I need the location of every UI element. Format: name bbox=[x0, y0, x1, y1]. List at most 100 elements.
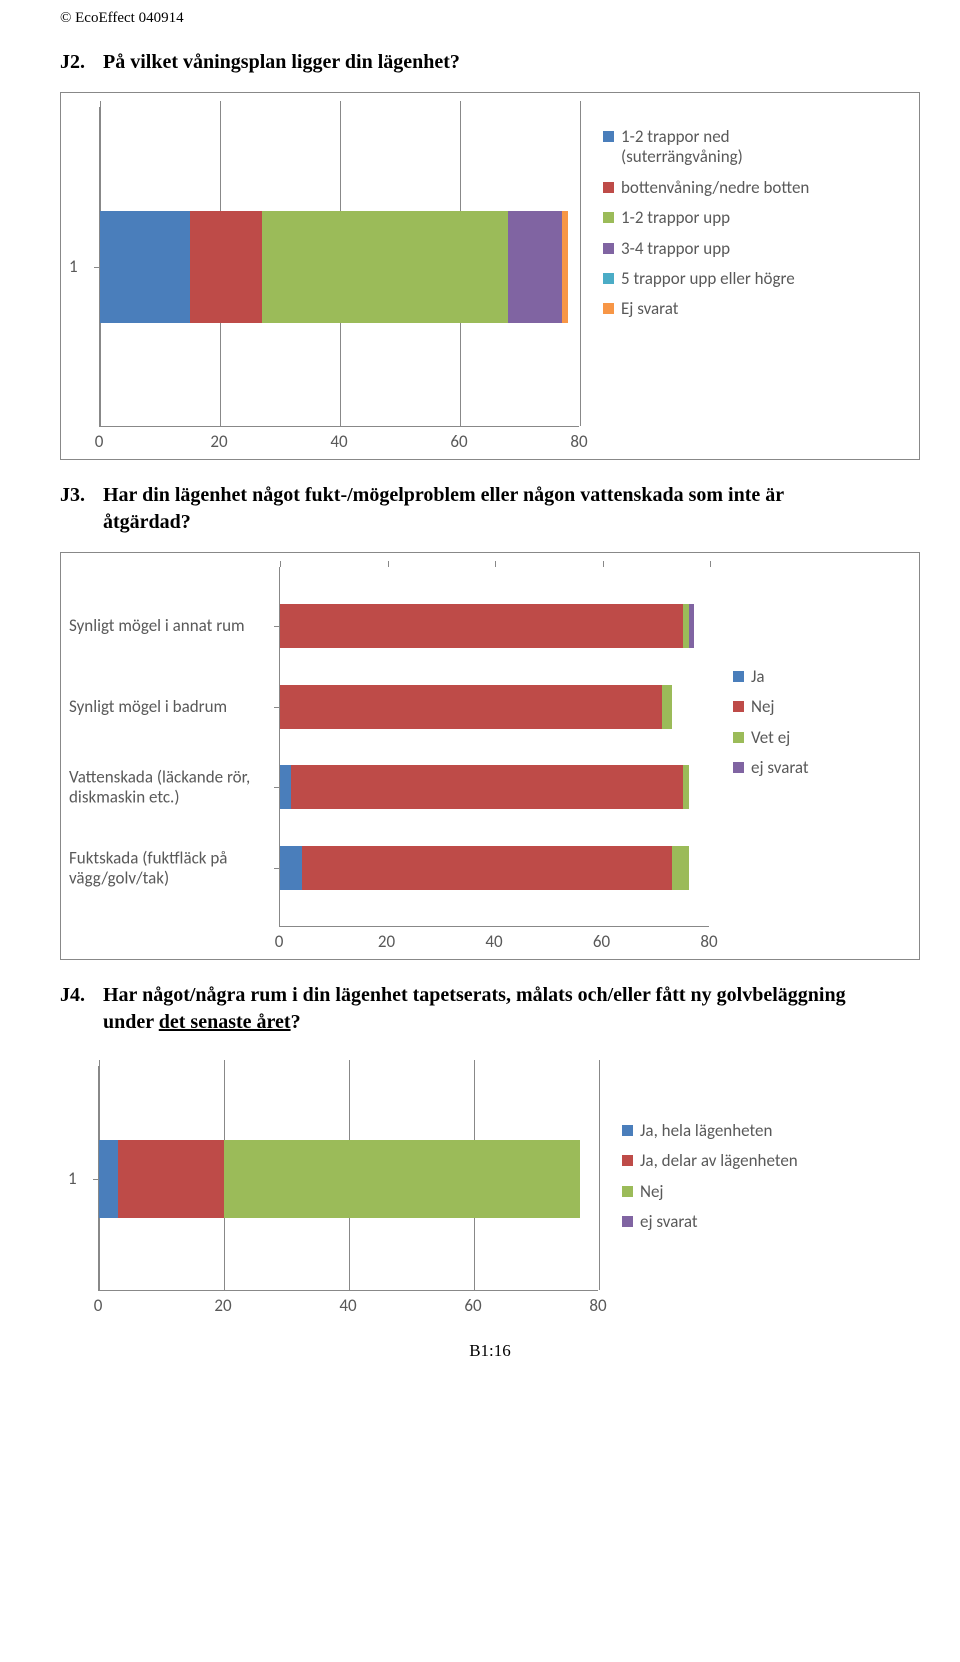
legend-label: ej svarat bbox=[751, 758, 809, 778]
x-tick-label: 0 bbox=[95, 431, 104, 452]
legend-label: ej svarat bbox=[640, 1212, 698, 1232]
tick bbox=[280, 561, 281, 567]
x-tick-label: 0 bbox=[94, 1295, 103, 1316]
plot-area bbox=[99, 107, 579, 427]
category-label: Synligt mögel i badrum bbox=[69, 697, 273, 717]
legend-item: 1-2 trappor upp bbox=[603, 208, 823, 228]
legend-label: Nej bbox=[751, 697, 775, 717]
tick bbox=[710, 561, 711, 567]
x-tick-label: 60 bbox=[464, 1295, 481, 1316]
bar-segment bbox=[508, 211, 562, 323]
page-footer: B1:16 bbox=[60, 1341, 920, 1361]
x-tick-label: 20 bbox=[378, 931, 395, 952]
q4-label: J4. bbox=[60, 982, 98, 1009]
gridline bbox=[599, 1060, 600, 1290]
legend-label: 1-2 trappor upp bbox=[621, 208, 730, 228]
legend-label: Ja, hela lägenheten bbox=[640, 1121, 772, 1141]
q2-chart: 10204060801-2 trappor ned (suterrängvåni… bbox=[60, 92, 920, 460]
legend-item: Ja, hela lägenheten bbox=[622, 1121, 798, 1141]
q3-text: Har din lägenhet något fukt-/mögelproble… bbox=[103, 482, 863, 536]
x-axis-labels: 020406080 bbox=[98, 1291, 598, 1315]
x-tick-label: 80 bbox=[700, 931, 717, 952]
x-tick-label: 40 bbox=[485, 931, 502, 952]
legend: Ja, hela lägenheten Ja, delar av lägenhet… bbox=[622, 1121, 798, 1243]
bar-segment bbox=[118, 1140, 224, 1218]
bar-segment bbox=[302, 846, 673, 890]
copyright: © EcoEffect 040914 bbox=[60, 10, 920, 27]
plot-area bbox=[98, 1066, 598, 1291]
x-axis-labels: 020406080 bbox=[279, 927, 709, 951]
bar-segment bbox=[190, 211, 262, 323]
x-tick-label: 0 bbox=[275, 931, 284, 952]
legend-item: Ja, delar av lägenheten bbox=[622, 1151, 798, 1171]
x-tick-label: 60 bbox=[450, 431, 467, 452]
legend-label: Nej bbox=[640, 1182, 664, 1202]
bar-segment bbox=[672, 846, 688, 890]
q4-text: Har något/några rum i din lägenhet tapet… bbox=[103, 982, 863, 1036]
legend-swatch bbox=[733, 671, 744, 682]
legend-label: bottenvåning/nedre botten bbox=[621, 178, 809, 198]
bar-row bbox=[99, 1140, 599, 1218]
legend-label: Ej svarat bbox=[621, 299, 678, 319]
legend-label: 5 trappor upp eller högre bbox=[621, 269, 795, 289]
category-label: 1 bbox=[69, 257, 93, 277]
legend-item: Ej svarat bbox=[603, 299, 823, 319]
bar-segment bbox=[683, 765, 688, 809]
legend-swatch bbox=[603, 303, 614, 314]
legend-swatch bbox=[622, 1155, 633, 1166]
q2-label: J2. bbox=[60, 49, 98, 76]
legend-swatch bbox=[603, 131, 614, 142]
bar-row bbox=[280, 685, 710, 729]
q3-chart: Synligt mögel i annat rum Synligt mögel i… bbox=[60, 552, 920, 960]
gridline bbox=[580, 101, 581, 426]
q4-chart: 1020406080Ja, hela lägenhetenJa, delar a… bbox=[60, 1052, 920, 1323]
category-label: Synligt mögel i annat rum bbox=[69, 616, 273, 636]
legend-swatch bbox=[622, 1186, 633, 1197]
bar-row bbox=[280, 604, 710, 648]
legend-item: ej svarat bbox=[733, 758, 809, 778]
legend-swatch bbox=[603, 243, 614, 254]
legend: 1-2 trappor ned (suterrängvåning) bottenv… bbox=[603, 127, 823, 330]
category-label: Fuktskada (fuktfläck på vägg/golv/tak) bbox=[69, 849, 273, 888]
bar-segment bbox=[100, 211, 190, 323]
legend-item: Nej bbox=[733, 697, 809, 717]
q4-title: J4. Har något/några rum i din lägenhet t… bbox=[60, 982, 920, 1036]
x-tick-label: 20 bbox=[210, 431, 227, 452]
x-tick-label: 60 bbox=[593, 931, 610, 952]
bar-segment bbox=[291, 765, 683, 809]
tick bbox=[388, 561, 389, 567]
x-tick-label: 40 bbox=[339, 1295, 356, 1316]
x-tick-label: 20 bbox=[214, 1295, 231, 1316]
plot-area bbox=[279, 567, 709, 927]
legend-item: 5 trappor upp eller högre bbox=[603, 269, 823, 289]
legend-item: bottenvåning/nedre botten bbox=[603, 178, 823, 198]
q2-text: På vilket våningsplan ligger din lägenhe… bbox=[103, 49, 863, 76]
legend: Ja Nej Vet ej ej svarat bbox=[733, 667, 809, 789]
bar-segment bbox=[280, 846, 302, 890]
bar-row bbox=[280, 765, 710, 809]
bar-row bbox=[280, 846, 710, 890]
legend-item: Vet ej bbox=[733, 728, 809, 748]
legend-swatch bbox=[603, 273, 614, 284]
legend-swatch bbox=[622, 1216, 633, 1227]
bar-segment bbox=[262, 211, 508, 323]
legend-swatch bbox=[622, 1125, 633, 1136]
x-tick-label: 80 bbox=[589, 1295, 606, 1316]
y-axis-labels: Synligt mögel i annat rum Synligt mögel i… bbox=[69, 567, 279, 927]
bar-segment bbox=[662, 685, 673, 729]
bar-segment bbox=[99, 1140, 118, 1218]
bar-row bbox=[100, 211, 580, 323]
q2-title: J2. På vilket våningsplan ligger din läg… bbox=[60, 49, 920, 76]
legend-label: Ja, delar av lägenheten bbox=[640, 1151, 798, 1171]
legend-label: 3-4 trappor upp bbox=[621, 239, 730, 259]
legend-item: 3-4 trappor upp bbox=[603, 239, 823, 259]
x-tick-label: 40 bbox=[330, 431, 347, 452]
legend-item: ej svarat bbox=[622, 1212, 798, 1232]
legend-label: Ja bbox=[751, 667, 765, 687]
category-label: Vattenskada (läckande rör, diskmaskin et… bbox=[69, 768, 273, 807]
bar-segment bbox=[689, 604, 694, 648]
legend-swatch bbox=[733, 732, 744, 743]
legend-item: Ja bbox=[733, 667, 809, 687]
legend-item: 1-2 trappor ned (suterrängvåning) bbox=[603, 127, 823, 168]
legend-swatch bbox=[733, 762, 744, 773]
